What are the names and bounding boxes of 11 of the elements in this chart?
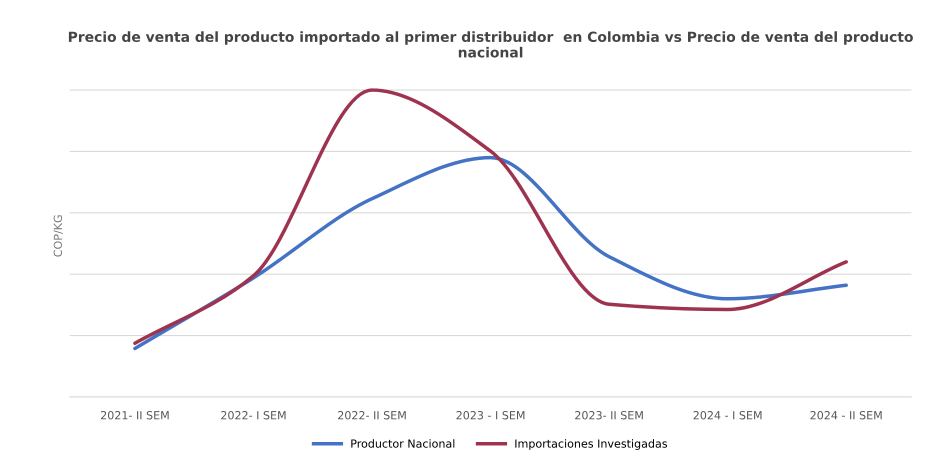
legend-label: Productor Nacional bbox=[351, 439, 454, 448]
x-tick-label: 2021- II SEM bbox=[100, 411, 169, 420]
x-tick-label: 2022- I SEM bbox=[221, 411, 286, 420]
y-axis-title: COP/KG bbox=[54, 215, 63, 257]
x-tick-label: 2023 - I SEM bbox=[456, 411, 524, 420]
x-tick-label: 2022- II SEM bbox=[338, 411, 406, 420]
legend-label: Importaciones Investigadas bbox=[515, 439, 668, 450]
x-tick-label: 2024 - I SEM bbox=[694, 411, 762, 420]
x-tick-label: 2023- II SEM bbox=[575, 411, 643, 420]
x-tick-label: 2024 - II SEM bbox=[810, 411, 882, 420]
chart-title: Precio de venta del producto importado al primer distribuidor en Colombia vs Precio de venta del producto nacional bbox=[68, 31, 913, 58]
